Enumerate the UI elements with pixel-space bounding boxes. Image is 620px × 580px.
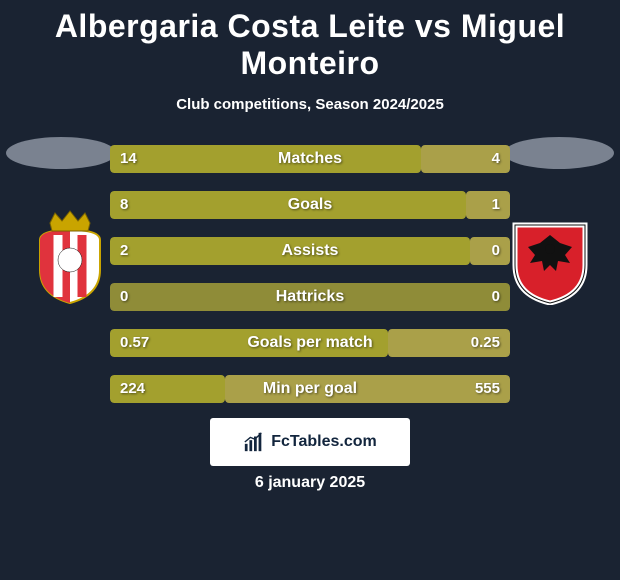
shield-icon	[20, 205, 120, 305]
club-crest-left	[20, 205, 120, 305]
page-title: Albergaria Costa Leite vs Miguel Monteir…	[0, 0, 620, 82]
stat-label: Goals	[110, 191, 510, 219]
stat-row: 0.57Goals per match0.25	[110, 329, 510, 357]
stat-value-right: 555	[475, 375, 500, 403]
watermark-label: FcTables.com	[271, 433, 377, 451]
stat-value-right: 0	[492, 283, 500, 311]
stat-row: 0Hattricks0	[110, 283, 510, 311]
stat-value-right: 4	[492, 145, 500, 173]
stat-row: 8Goals1	[110, 191, 510, 219]
stat-label: Matches	[110, 145, 510, 173]
watermark-badge: FcTables.com	[210, 418, 410, 466]
stat-label: Goals per match	[110, 329, 510, 357]
shadow-ellipse-left	[6, 137, 116, 169]
comparison-bars: 14Matches48Goals12Assists00Hattricks00.5…	[110, 145, 510, 421]
shadow-ellipse-right	[504, 137, 614, 169]
stat-row: 14Matches4	[110, 145, 510, 173]
comparison-area: 14Matches48Goals12Assists00Hattricks00.5…	[0, 141, 620, 411]
page-subtitle: Club competitions, Season 2024/2025	[0, 96, 620, 113]
stat-row: 224Min per goal555	[110, 375, 510, 403]
stat-label: Assists	[110, 237, 510, 265]
infographic-root: Albergaria Costa Leite vs Miguel Monteir…	[0, 0, 620, 580]
stat-label: Hattricks	[110, 283, 510, 311]
stat-value-right: 1	[492, 191, 500, 219]
stat-label: Min per goal	[110, 375, 510, 403]
date-text: 6 january 2025	[0, 474, 620, 492]
stat-value-right: 0.25	[471, 329, 500, 357]
club-crest-right	[500, 205, 600, 305]
stat-value-right: 0	[492, 237, 500, 265]
bar-chart-icon	[243, 431, 265, 453]
stat-row: 2Assists0	[110, 237, 510, 265]
shield-icon	[500, 205, 600, 305]
